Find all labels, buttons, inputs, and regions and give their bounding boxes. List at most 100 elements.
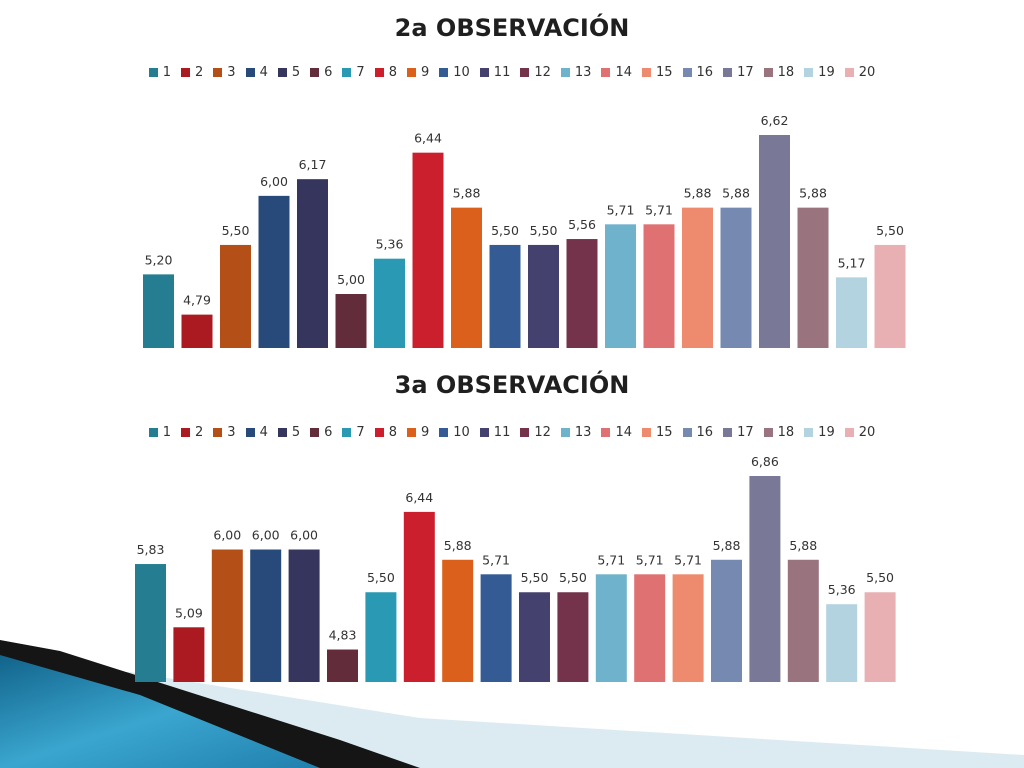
legend-item: 18 — [763, 65, 795, 80]
bar — [566, 239, 598, 348]
bar-value-label: 5,83 — [137, 542, 165, 557]
bar — [412, 152, 444, 348]
bar — [519, 592, 550, 682]
bar-value-label: 5,50 — [559, 570, 587, 585]
legend-swatch — [277, 68, 287, 77]
bar-value-label: 5,50 — [876, 223, 904, 238]
bar — [365, 592, 397, 682]
legend-swatch — [682, 68, 692, 77]
bar-value-label: 4,79 — [183, 293, 211, 308]
bar-value-label: 5,88 — [789, 538, 817, 553]
legend-swatch — [406, 68, 416, 77]
legend-swatch — [641, 68, 651, 77]
legend-label: 9 — [420, 425, 430, 440]
bar — [720, 207, 752, 348]
bar-value-label: 5,71 — [636, 552, 664, 567]
chart-title-3a-observacion: 3a OBSERVACIÓN — [394, 371, 630, 399]
legend-label: 12 — [534, 65, 551, 80]
legend-label: 8 — [388, 65, 397, 80]
bar-value-label: 6,44 — [414, 131, 442, 146]
legend-swatch — [479, 68, 489, 77]
bar — [451, 207, 482, 348]
legend-swatch — [342, 68, 352, 77]
legend-item: 6 — [310, 65, 332, 80]
bar — [557, 592, 589, 682]
legend-item: 12 — [520, 425, 551, 440]
legend-swatch — [245, 68, 255, 77]
legend-label: 9 — [420, 65, 430, 80]
bar — [173, 627, 205, 682]
legend-item: 3 — [213, 425, 236, 440]
bar — [220, 244, 251, 348]
legend-item: 16 — [682, 65, 713, 80]
legend-label: 3 — [227, 65, 236, 80]
legend-swatch — [804, 428, 814, 437]
bar — [605, 224, 636, 348]
bar-value-label: 5,88 — [713, 538, 741, 553]
legend-label: 10 — [453, 65, 470, 80]
legend-swatch — [520, 68, 530, 77]
bar-chart-2a-observacion: 5,20 4,79 5,50 6,00 6,17 5,00 5,36 6,44 5,88 5,50… — [143, 113, 906, 348]
legend-item: 17 — [723, 425, 754, 440]
bar-value-label: 5,88 — [799, 186, 827, 201]
legend-item: 7 — [342, 65, 365, 80]
legend-label: 7 — [356, 65, 365, 80]
bar-value-label: 5,17 — [838, 255, 866, 270]
legend-swatch — [844, 428, 854, 437]
legend-label: 2 — [195, 65, 204, 80]
bar — [297, 179, 328, 348]
legend-item: 10 — [439, 65, 470, 80]
bar-chart-3a-observacion: 5,83 5,09 6,00 6,00 6,00 4,83 5,50 6,44 5,88 5,71… — [135, 454, 896, 682]
bar — [250, 549, 282, 682]
legend-label: 15 — [655, 65, 673, 80]
legend-label: 10 — [453, 425, 470, 440]
bar — [711, 559, 742, 682]
legend-label: 11 — [493, 65, 511, 80]
bar-value-label: 4,83 — [329, 628, 357, 643]
legend-swatch — [641, 428, 651, 437]
legend-item: 3 — [213, 65, 236, 80]
legend-item: 15 — [641, 65, 673, 80]
legend-item: 7 — [342, 425, 365, 440]
bar — [442, 559, 474, 682]
legend-label: 1 — [162, 65, 171, 80]
legend-label: 2 — [195, 425, 204, 440]
bar — [682, 207, 713, 348]
legend-item: 20 — [844, 425, 875, 440]
legend-label: 19 — [818, 425, 835, 440]
legend-swatch — [245, 428, 255, 437]
bar — [836, 277, 867, 348]
chart-title-2a-observacion: 2a OBSERVACIÓN — [394, 14, 630, 42]
legend-label: 13 — [574, 65, 592, 80]
bar — [643, 224, 675, 348]
legend-item: 18 — [763, 425, 794, 440]
bar-value-label: 5,09 — [175, 605, 203, 620]
legend-label: 18 — [777, 65, 795, 80]
legend-swatch — [763, 68, 773, 77]
legend-label: 5 — [291, 425, 301, 440]
legend-item: 2 — [181, 425, 203, 440]
legend-swatch — [763, 428, 773, 437]
legend-item: 14 — [601, 425, 632, 440]
legend-item: 5 — [277, 65, 300, 80]
legend-label: 1 — [162, 425, 171, 440]
legend-item: 1 — [148, 425, 171, 440]
bar-value-label: 5,71 — [607, 202, 635, 217]
legend-label: 11 — [493, 425, 511, 440]
legend-swatch — [723, 428, 733, 437]
bar-value-label: 5,00 — [337, 272, 365, 287]
bar — [143, 274, 174, 348]
bar — [528, 244, 559, 348]
legend-swatch — [844, 68, 854, 77]
bar-value-label: 5,88 — [444, 538, 472, 553]
bar-value-label: 6,17 — [299, 157, 327, 172]
bar — [258, 195, 290, 348]
legend-item: 19 — [804, 65, 835, 80]
legend-item: 19 — [804, 425, 835, 440]
legend-swatch — [520, 428, 530, 437]
legend-item: 4 — [245, 425, 268, 440]
legend-swatch — [181, 68, 190, 77]
legend-item: 11 — [479, 65, 511, 80]
bar-value-label: 5,50 — [367, 570, 395, 585]
legend-swatch — [310, 68, 320, 77]
